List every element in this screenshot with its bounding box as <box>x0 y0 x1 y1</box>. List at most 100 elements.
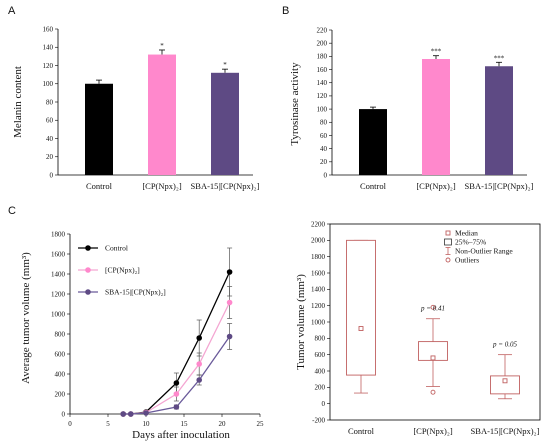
y-tick-label: 200 <box>55 390 66 398</box>
legend-label: Control <box>105 244 128 253</box>
y-tick-label: 1600 <box>51 250 66 258</box>
chart-c-left-ylabel: Average tumor volume (mm³) <box>20 252 32 384</box>
legend-marker <box>85 289 91 295</box>
y-tick-label: 160 <box>43 25 54 33</box>
bar <box>148 54 176 175</box>
y-tick-label: 1800 <box>51 230 66 238</box>
box-iqr <box>418 341 448 361</box>
y-tick-label: 400 <box>55 370 66 378</box>
legend-label: Outliers <box>455 256 479 265</box>
category-label: SBA-15|[CP(Npx)₂] <box>465 181 534 191</box>
legend-label: 25%–75% <box>455 238 486 247</box>
x-tick-label: 20 <box>219 420 227 428</box>
legend-label: SBA-15|[CP(Npx)₂] <box>105 288 166 297</box>
x-tick-label: 0 <box>68 420 72 428</box>
x-tick-label: 15 <box>181 420 189 428</box>
y-tick-label: 2200 <box>311 220 326 228</box>
category-label: SBA-15|[CP(Npx)₂] <box>191 181 260 191</box>
legend-marker-outlier <box>445 257 451 263</box>
data-point <box>226 269 233 275</box>
y-tick-label: -200 <box>312 416 325 424</box>
chart-b-ylabel: Tyrosinase activity <box>289 62 301 146</box>
data-point <box>196 335 202 341</box>
legend-label: [CP(Npx)₂] <box>105 266 140 275</box>
data-point <box>143 410 149 416</box>
chart-c-tumor-boxplot: -200 0 200 400 600 800 1000 1200 1400 1600 1800 200… <box>311 220 541 436</box>
y-tick-label: 120 <box>317 92 328 100</box>
median-marker <box>430 355 436 361</box>
bar <box>485 66 513 175</box>
median-marker <box>358 326 364 331</box>
y-tick-label: 800 <box>315 335 326 343</box>
bar <box>85 83 113 175</box>
median-marker <box>502 378 508 384</box>
y-tick-label: 80 <box>320 119 328 127</box>
chart-c-left-xlabel: Days after inoculation <box>132 429 230 441</box>
bar <box>359 109 387 175</box>
y-tick-label: 0 <box>50 171 54 179</box>
box-iqr <box>490 375 520 395</box>
legend-marker <box>85 267 91 273</box>
y-tick-label: 200 <box>317 39 328 47</box>
x-tick-label: 10 <box>143 420 151 428</box>
significance-marker: * <box>223 61 227 69</box>
y-tick-label: 0 <box>324 171 328 179</box>
category-label: SBA-15|[CP(Npx)₂] <box>471 426 540 436</box>
category-label: Control <box>348 426 375 436</box>
y-tick-label: 400 <box>315 367 326 375</box>
data-point <box>120 411 126 417</box>
legend-label: Median <box>455 229 478 238</box>
y-tick-label: 60 <box>46 117 54 125</box>
y-tick-label: 1000 <box>51 310 66 318</box>
data-point <box>173 404 180 410</box>
y-tick-label: 60 <box>320 132 328 140</box>
data-point <box>226 333 233 340</box>
y-tick-label: 220 <box>317 26 328 34</box>
y-tick-label: 80 <box>46 98 54 106</box>
y-tick-label: 140 <box>43 44 54 52</box>
box-iqr <box>346 239 376 376</box>
legend-marker-box <box>444 238 452 246</box>
y-tick-label: 800 <box>55 330 66 338</box>
bar <box>422 59 450 175</box>
p-value-label: p = 0.05 <box>492 341 517 349</box>
significance-marker: * <box>160 42 164 50</box>
category-label: Control <box>360 181 387 191</box>
y-tick-label: 1200 <box>51 290 66 298</box>
panel-letter-c: C <box>8 205 16 217</box>
y-tick-label: 1000 <box>311 318 326 326</box>
data-point <box>128 411 134 417</box>
y-tick-label: 1200 <box>311 302 326 310</box>
y-tick-label: 0 <box>322 400 326 408</box>
y-tick-label: 0 <box>62 410 66 418</box>
data-point <box>226 299 233 306</box>
y-tick-label: 600 <box>315 351 326 359</box>
outlier-point <box>430 304 436 310</box>
y-tick-label: 20 <box>320 158 328 166</box>
y-tick-label: 1800 <box>311 253 326 261</box>
legend-marker <box>85 245 91 251</box>
chart-c-tumor-growth: 0 200 400 600 800 1000 1200 1400 1600 1800 0 5 10 15 2… <box>51 230 264 428</box>
y-tick-label: 2000 <box>311 237 326 245</box>
significance-marker: *** <box>431 48 442 56</box>
y-tick-label: 160 <box>317 66 328 74</box>
significance-marker: *** <box>494 54 505 62</box>
panel-letter-b: B <box>282 5 289 17</box>
y-tick-label: 20 <box>46 153 54 161</box>
y-tick-label: 40 <box>46 135 54 143</box>
category-label: [CP(Npx)₂] <box>416 181 455 191</box>
x-tick-label: 25 <box>257 420 265 428</box>
category-label: [CP(Npx)₂] <box>142 181 181 191</box>
y-tick-label: 200 <box>315 384 326 392</box>
x-tick-label: 5 <box>106 420 110 428</box>
y-tick-label: 100 <box>43 80 54 88</box>
y-tick-label: 180 <box>317 53 328 61</box>
legend-label: Non-Outlier Range <box>455 247 513 256</box>
data-point <box>196 377 202 383</box>
y-tick-label: 100 <box>317 105 328 113</box>
y-tick-label: 600 <box>55 350 66 358</box>
chart-a-melanin: 0 20 40 60 80 100 120 140 160 Control * [CP(Npx)₂] *… <box>43 25 260 191</box>
category-label: [CP(Npx)₂] <box>413 426 452 436</box>
y-tick-label: 120 <box>43 62 54 70</box>
